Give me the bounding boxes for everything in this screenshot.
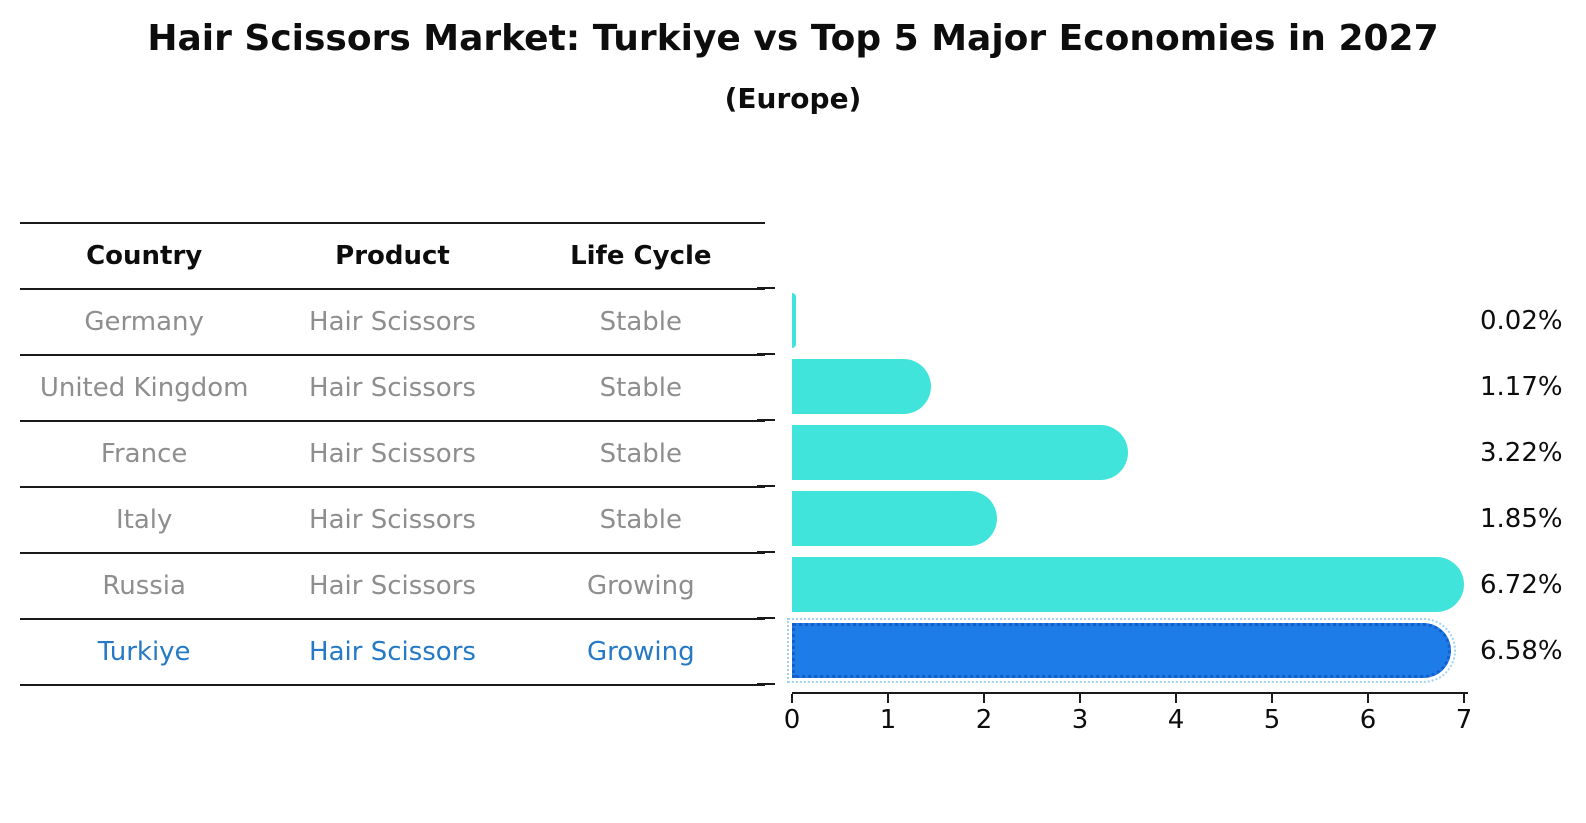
x-axis-line <box>792 692 1468 694</box>
x-axis-tick-label: 4 <box>1167 705 1185 735</box>
y-axis-tick <box>757 551 775 553</box>
table-cell-country: Turkiye <box>97 637 191 667</box>
column-header-life-cycle: Life Cycle <box>570 241 712 271</box>
table-cell-product: Hair Scissors <box>309 307 476 337</box>
table-row: France Hair Scissors Stable <box>20 422 765 488</box>
y-axis-tick <box>757 617 775 619</box>
table-row: Germany Hair Scissors Stable <box>20 290 765 356</box>
bar-value-label: 1.85% <box>1480 504 1563 534</box>
page-subtitle: (Europe) <box>724 82 862 115</box>
table-cell-life-cycle: Growing <box>586 637 695 667</box>
x-axis-tick <box>887 694 889 703</box>
y-axis-tick <box>757 287 775 289</box>
bar-highlight-turkiye <box>787 618 1456 683</box>
x-axis-tick <box>1271 694 1273 703</box>
x-axis-tick-label: 6 <box>1359 705 1377 735</box>
x-axis-tick-label: 2 <box>975 705 993 735</box>
bar-value-label: 6.72% <box>1480 570 1563 600</box>
bar-germany <box>792 293 796 348</box>
x-axis-tick-label: 7 <box>1455 705 1473 735</box>
x-axis-tick <box>983 694 985 703</box>
table-cell-country: France <box>100 439 188 469</box>
x-axis-tick-label: 1 <box>879 705 897 735</box>
table-cell-country: Italy <box>115 505 173 535</box>
y-axis-tick <box>757 353 775 355</box>
x-axis-tick-label: 3 <box>1071 705 1089 735</box>
table-cell-product: Hair Scissors <box>309 439 476 469</box>
bar-value-label: 0.02% <box>1480 306 1563 336</box>
table-cell-life-cycle: Stable <box>599 373 682 403</box>
table-cell-country: Russia <box>102 571 186 601</box>
table-cell-product: Hair Scissors <box>309 505 476 535</box>
table-header-row: Country Product Life Cycle <box>20 224 765 290</box>
table-cell-product: Hair Scissors <box>309 571 476 601</box>
bar-value-label: 6.58% <box>1480 636 1563 666</box>
y-axis-tick <box>757 683 775 685</box>
table-cell-product: Hair Scissors <box>309 373 476 403</box>
table-cell-country: Germany <box>84 307 204 337</box>
bar-italy <box>792 491 997 546</box>
x-axis-tick <box>1175 694 1177 703</box>
column-header-country: Country <box>86 241 203 271</box>
x-axis-tick <box>791 694 793 703</box>
y-axis-tick <box>757 485 775 487</box>
bar-united-kingdom <box>792 359 932 414</box>
table-row: Italy Hair Scissors Stable <box>20 488 765 554</box>
table-cell-product: Hair Scissors <box>309 637 476 667</box>
x-axis-tick <box>1079 694 1081 703</box>
table-row: Turkiye Hair Scissors Growing <box>20 620 765 686</box>
x-axis-tick-label: 5 <box>1263 705 1281 735</box>
table-row: United Kingdom Hair Scissors Stable <box>20 356 765 422</box>
table-cell-country: United Kingdom <box>39 373 249 403</box>
bar-value-label: 1.17% <box>1480 372 1563 402</box>
table-cell-life-cycle: Growing <box>586 571 695 601</box>
table-cell-life-cycle: Stable <box>599 505 682 535</box>
country-table: Country Product Life Cycle Germany Hair S… <box>20 222 765 686</box>
bar-value-label: 3.22% <box>1480 438 1563 468</box>
x-axis-tick <box>1463 694 1465 703</box>
x-axis-tick <box>1367 694 1369 703</box>
table-row: Russia Hair Scissors Growing <box>20 554 765 620</box>
bar-russia <box>792 557 1465 612</box>
page-title: Hair Scissors Market: Turkiye vs Top 5 M… <box>147 18 1439 59</box>
column-header-product: Product <box>335 241 450 271</box>
table-cell-life-cycle: Stable <box>599 439 682 469</box>
table-cell-life-cycle: Stable <box>599 307 682 337</box>
x-axis-tick-label: 0 <box>783 705 801 735</box>
bar-france <box>792 425 1129 480</box>
y-axis-tick <box>757 419 775 421</box>
